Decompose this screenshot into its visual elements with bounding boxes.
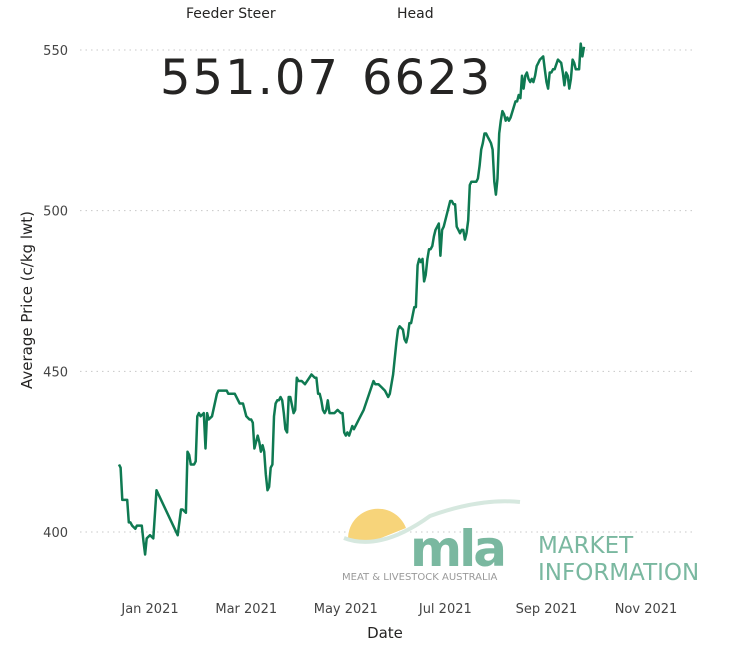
y-tick-label: 500 xyxy=(43,205,68,220)
card-label-head: Head xyxy=(397,6,434,22)
y-tick-label: 400 xyxy=(43,526,68,541)
gridlines xyxy=(80,49,695,533)
x-tick-label: Sep 2021 xyxy=(516,602,578,617)
logo-sun-icon xyxy=(347,508,406,540)
card-label-feeder-steer: Feeder Steer xyxy=(186,6,276,22)
logo-mark: mla xyxy=(410,520,504,578)
x-tick-label: Mar 2021 xyxy=(215,602,277,617)
series-line-feeder-steer xyxy=(117,42,586,556)
x-axis-label: Date xyxy=(367,624,403,642)
logo-market: MARKET xyxy=(538,533,634,559)
x-tick-label: May 2021 xyxy=(314,602,378,617)
card-value-price: 551.07 xyxy=(160,50,340,106)
x-axis-ticks: Jan 2021 Mar 2021 May 2021 Jul 2021 Sep 2021… xyxy=(120,602,677,617)
logo-swoosh-icon xyxy=(343,499,521,544)
x-tick-label: Jan 2021 xyxy=(120,602,178,617)
x-tick-label: Jul 2021 xyxy=(418,602,472,617)
logo-information: INFORMATION xyxy=(538,560,699,586)
card-value-head: 6623 xyxy=(362,50,493,106)
y-tick-label: 450 xyxy=(43,365,68,380)
x-tick-label: Nov 2021 xyxy=(615,602,678,617)
y-axis-ticks: 400 450 500 550 xyxy=(43,44,68,541)
y-axis-label: Average Price (c/kg lwt) xyxy=(18,211,36,389)
mla-logo: mla MEAT & LIVESTOCK AUSTRALIA MARKET IN… xyxy=(342,499,699,586)
logo-subtitle: MEAT & LIVESTOCK AUSTRALIA xyxy=(342,572,498,583)
y-tick-label: 550 xyxy=(43,44,68,59)
